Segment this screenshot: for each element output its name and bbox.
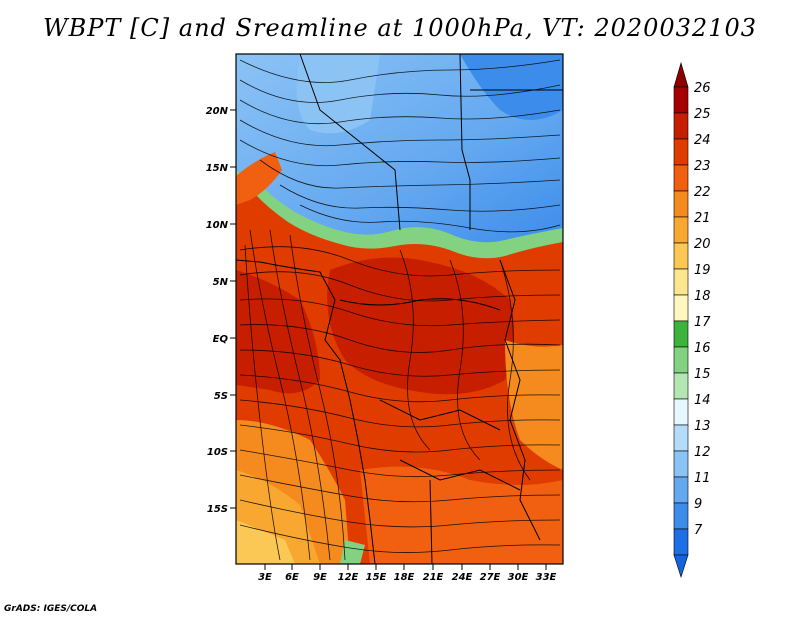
lat-tick-label: 15N <box>206 163 229 174</box>
map-frame <box>235 53 564 565</box>
colorbar-swatch <box>673 320 689 348</box>
lon-tick-label: 15E <box>366 572 387 583</box>
colorbar-swatch <box>673 398 689 426</box>
colorbar-level-label: 11 <box>694 471 711 486</box>
lon-tick-label: 18E <box>394 572 415 583</box>
wbpt-field <box>236 54 563 564</box>
colorbar-swatch <box>673 242 689 270</box>
colorbar-level-label: 15 <box>694 367 711 382</box>
colorbar-top-arrow <box>673 61 689 88</box>
colorbar-level-label: 23 <box>694 159 711 174</box>
lon-tick-label: 24E <box>452 572 473 583</box>
lat-tick-label: 20N <box>206 106 229 117</box>
colorbar-swatch <box>673 190 689 218</box>
colorbar-level-label: 17 <box>694 315 711 330</box>
country-borders <box>236 54 563 564</box>
colorbar-swatch <box>673 528 689 556</box>
colorbar-swatch <box>673 294 689 322</box>
colorbar-swatch <box>673 450 689 478</box>
colorbar-level-label: 9 <box>694 497 702 512</box>
colorbar-level-label: 26 <box>694 81 711 96</box>
lat-tick-label: EQ <box>213 334 229 345</box>
lon-tick-label: 6E <box>285 572 299 583</box>
lat-tick-label: 10S <box>207 447 228 458</box>
colorbar-swatch <box>673 372 689 400</box>
colorbar-level-label: 12 <box>694 445 711 460</box>
latitude-axis: 20N 15N 10N 5N EQ 5S 10S 15S <box>206 106 236 515</box>
colorbar-swatch <box>673 216 689 244</box>
colorbar: 26 25 24 23 22 21 20 19 18 17 16 15 14 13 12 11 9 7 <box>673 61 711 578</box>
lon-tick-label: 30E <box>508 572 529 583</box>
colorbar-level-label: 16 <box>694 341 711 356</box>
lon-tick-label: 9E <box>313 572 327 583</box>
lat-tick-label: 15S <box>207 504 228 515</box>
colorbar-level-label: 13 <box>694 419 711 434</box>
colorbar-level-label: 7 <box>694 523 703 538</box>
colorbar-bottom-arrow <box>673 554 689 578</box>
colorbar-swatch <box>673 268 689 296</box>
colorbar-level-label: 14 <box>694 393 711 408</box>
colorbar-swatch <box>673 112 689 140</box>
lat-tick-label: 5S <box>214 391 228 402</box>
colorbar-level-label: 21 <box>694 211 711 226</box>
streamlines <box>239 59 561 561</box>
lon-tick-label: 21E <box>423 572 444 583</box>
colorbar-swatch <box>673 476 689 504</box>
colorbar-level-label: 19 <box>694 263 711 278</box>
lat-tick-label: 10N <box>206 220 229 231</box>
colorbar-level-label: 24 <box>694 133 711 148</box>
colorbar-level-label: 22 <box>694 185 711 200</box>
colorbar-level-label: 20 <box>694 237 711 252</box>
colorbar-level-label: 25 <box>694 107 711 122</box>
colorbar-swatch <box>673 424 689 452</box>
colorbar-swatch <box>673 138 689 166</box>
chart-title: WBPT [C] and Sreamline at 1000hPa, VT: 2… <box>42 14 758 42</box>
lon-tick-label: 33E <box>536 572 557 583</box>
lon-tick-label: 3E <box>258 572 272 583</box>
colorbar-swatch <box>673 86 689 114</box>
lat-tick-label: 5N <box>213 277 229 288</box>
colorbar-swatch <box>673 164 689 192</box>
lon-tick-label: 12E <box>338 572 359 583</box>
lon-tick-label: 27E <box>480 572 501 583</box>
longitude-axis: 3E 6E 9E 12E 15E 18E 21E 24E 27E 30E 33E <box>258 564 557 583</box>
colorbar-swatch <box>673 502 689 530</box>
colorbar-swatch <box>673 346 689 374</box>
footer-credit: GrADS: IGES/COLA <box>4 604 98 614</box>
colorbar-level-label: 18 <box>694 289 711 304</box>
